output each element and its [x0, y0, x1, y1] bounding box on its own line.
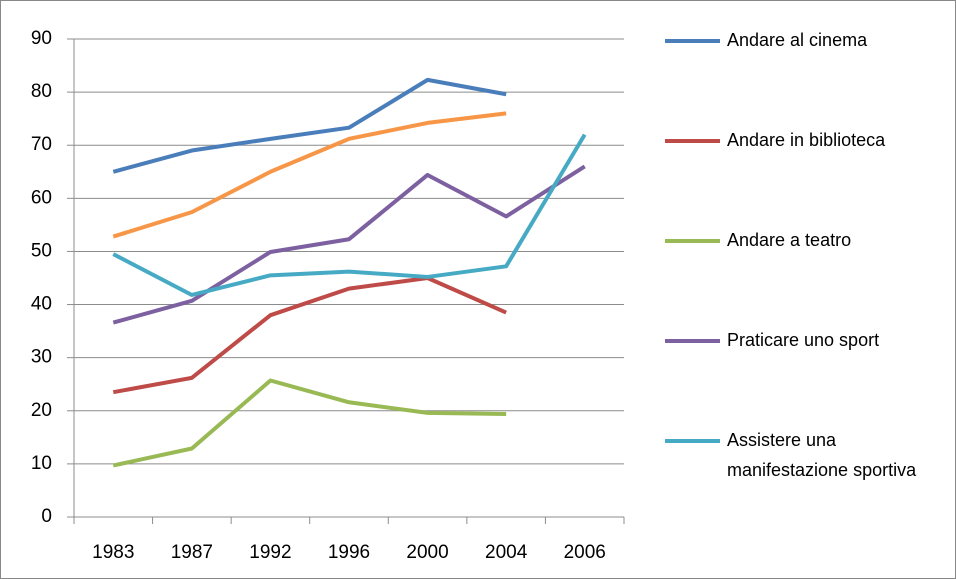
y-tick-label: 90	[31, 28, 52, 49]
y-tick-label: 0	[41, 506, 52, 527]
y-tick-label: 50	[31, 240, 52, 261]
legend-label: Andare in biblioteca	[727, 130, 886, 150]
x-tick-label: 2004	[485, 542, 528, 563]
y-tick-label: 80	[31, 81, 52, 102]
legend-swatch	[665, 439, 720, 443]
series-line	[112, 378, 507, 468]
y-tick-label: 10	[31, 453, 52, 474]
legend-swatch	[665, 239, 720, 243]
x-tick-label: 1996	[328, 542, 370, 563]
x-tick-label: 1983	[92, 542, 134, 563]
legend-label: Andare al cinema	[727, 30, 868, 50]
series-line	[112, 164, 586, 325]
legend-swatch	[665, 139, 720, 143]
legend-item: Andare al cinema	[665, 29, 932, 55]
y-tick-label: 20	[31, 400, 52, 421]
series-line	[112, 111, 507, 239]
x-tick-label: 1992	[249, 542, 291, 563]
legend-label: Praticare uno sport	[727, 330, 880, 350]
legend-swatch	[665, 339, 720, 343]
x-tick-label: 2000	[406, 542, 448, 563]
legend-item: Andare in biblioteca	[665, 129, 932, 155]
legend-item: Andare a teatro	[665, 229, 932, 255]
x-tick-label: 2006	[564, 542, 606, 563]
legend-item: Praticare uno sport	[665, 329, 932, 355]
y-tick-label: 40	[31, 294, 52, 315]
y-tick-label: 70	[31, 134, 52, 155]
x-tick-label: 1987	[171, 542, 213, 563]
legend-swatch	[665, 39, 720, 43]
series-line	[112, 133, 587, 297]
legend-label: Andare a teatro	[727, 230, 852, 250]
legend-item: Assistere una manifestazione sportiva	[665, 429, 932, 485]
series-line	[112, 77, 507, 174]
series-line	[112, 276, 507, 395]
legend-label: Assistere una manifestazione sportiva	[727, 430, 917, 480]
y-tick-label: 60	[31, 187, 52, 208]
y-tick-label: 30	[31, 347, 52, 368]
